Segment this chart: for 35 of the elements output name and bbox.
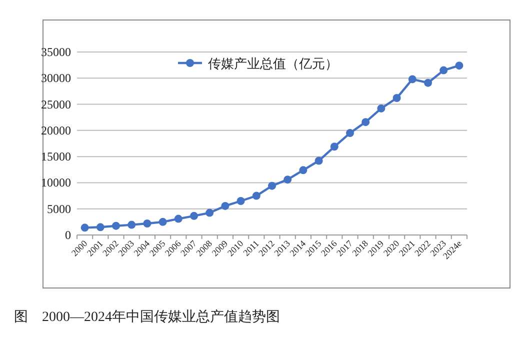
y-tick-label: 35000 [41, 45, 71, 59]
point [455, 62, 464, 70]
legend-label: 传媒产业总值（亿元） [208, 56, 338, 71]
point [314, 156, 323, 165]
point [440, 66, 448, 74]
y-tick-label: 10000 [41, 176, 71, 190]
point [284, 176, 292, 184]
point [252, 192, 260, 200]
point [330, 142, 338, 151]
point [377, 104, 386, 112]
point [299, 166, 308, 174]
point [392, 94, 401, 102]
point [128, 220, 136, 229]
point [112, 222, 120, 230]
y-tick-label: 25000 [41, 97, 71, 112]
point [236, 197, 245, 206]
point [158, 218, 167, 226]
point [268, 182, 276, 190]
point [80, 224, 89, 232]
y-tick-label: 5000 [47, 202, 71, 216]
y-tick-label: 20000 [41, 123, 71, 138]
point [174, 214, 182, 223]
y-tick-label: 30000 [41, 71, 71, 86]
point [221, 202, 230, 210]
point [190, 212, 198, 220]
point [96, 223, 104, 232]
point [346, 129, 354, 138]
point [362, 118, 370, 126]
point [143, 219, 152, 228]
text: 图 2000—2024年中国传媒业总产值趋势图 [14, 309, 280, 325]
point [206, 208, 214, 217]
point [408, 75, 416, 84]
point [424, 78, 432, 87]
y-tick-label: 15000 [41, 150, 71, 164]
y-tick-label: 0 [65, 228, 71, 242]
